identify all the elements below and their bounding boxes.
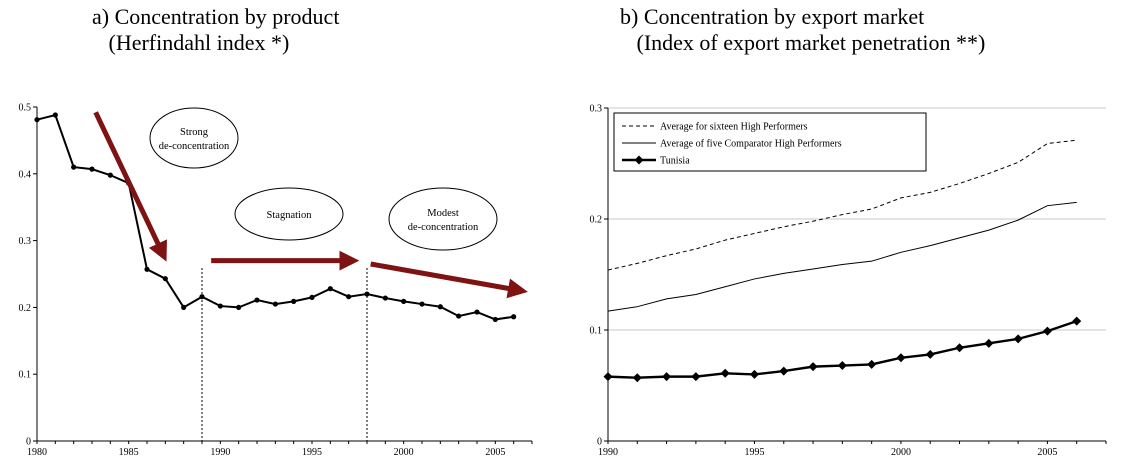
chart-a-title-line1: a) Concentration by product [92, 4, 340, 29]
chart-a-x-tick-label: 1980 [27, 447, 47, 458]
chart-b-tunisia-point [955, 343, 965, 353]
chart-b-series-line-1 [607, 139, 1077, 271]
chart-b-tunisia-point [603, 372, 613, 382]
chart-a-trend-arrow [93, 111, 167, 262]
chart-a-point [309, 294, 315, 300]
chart-a-title: a) Concentration by product (Herfindahl … [92, 4, 339, 56]
chart-a-point [382, 295, 388, 301]
chart-a-point [511, 314, 517, 320]
chart-a-point [236, 304, 242, 310]
chart-a-annotation-bubble [149, 107, 239, 169]
chart-b-legend-label: Average for sixteen High Performers [660, 122, 808, 133]
chart-a-point [107, 172, 113, 178]
chart-a-annotation-text: de-concentration [408, 222, 479, 233]
chart-b-tunisia-point [1072, 316, 1082, 326]
chart-b-tunisia-point [749, 369, 759, 379]
chart-b-tunisia-point [896, 353, 906, 363]
chart-b-tunisia-point [925, 349, 935, 359]
chart-a-point [456, 313, 462, 319]
chart-b-x-tick-label: 2005 [1037, 447, 1057, 458]
chart-a-trend-arrow [370, 261, 528, 299]
chart-a-point [327, 286, 333, 292]
chart-a-point [474, 309, 480, 315]
chart-a-point [144, 266, 150, 272]
chart-a-point [71, 164, 77, 170]
chart-a-y-tick-label: 0.5 [19, 103, 32, 114]
chart-a-point [52, 112, 58, 118]
chart-a-subtitle: (Herfindahl index *) [108, 30, 290, 55]
chart-a: 0 0.1 0.2 0.3 0.4 0.5 1980 1985 1990 1995 2000 2005… [19, 103, 533, 458]
chart-b-tunisia-point [837, 361, 847, 371]
chart-a-point [364, 291, 370, 297]
chart-b-tunisia-point [720, 368, 730, 378]
chart-b-title-line1: b) Concentration by export market [620, 4, 925, 29]
chart-b-x-tick-label: 1995 [744, 447, 764, 458]
chart-b-legend-label: Tunisia [660, 156, 690, 167]
chart-b-tunisia-point [632, 373, 642, 383]
chart-b-legend-marker [634, 155, 644, 165]
chart-a-annotation-bubble [388, 187, 498, 251]
chart-b-y-tick-label: 0.1 [590, 326, 603, 337]
chart-a-point [89, 166, 95, 172]
chart-b-tunisia-point [867, 359, 877, 369]
chart-b-tunisia-point [779, 366, 789, 376]
chart-a-x-tick-label: 2000 [394, 447, 414, 458]
chart-a-point [492, 316, 498, 323]
chart-a-y-tick-label: 0.2 [19, 303, 32, 314]
chart-b-y-tick-label: 0.2 [590, 215, 603, 226]
chart-a-annotation-text: Stagnation [267, 210, 313, 221]
chart-a-annotation-text: Strong [180, 127, 209, 138]
chart-a-point [272, 301, 278, 307]
chart-b-x-tick-label: 1990 [598, 447, 618, 458]
chart-b-tunisia-point [1042, 326, 1052, 336]
chart-b-y-tick-label: 0.3 [590, 104, 603, 115]
chart-a-point [162, 276, 168, 282]
chart-b-tunisia-point [691, 372, 701, 382]
chart-a-x-tick-label: 2005 [485, 447, 505, 458]
chart-b-title: b) Concentration by export market (Index… [620, 4, 985, 56]
chart-b-tunisia-point [984, 338, 994, 348]
chart-b-x-tick-label: 2000 [891, 447, 911, 458]
chart-a-x-tick-label: 1995 [302, 447, 322, 458]
chart-b-legend [613, 112, 927, 172]
chart-b-subtitle: (Index of export market penetration **) [636, 30, 986, 55]
chart-b: 0 0.1 0.2 0.3 1990 1995 2000 2005 Average for si… [590, 104, 1107, 458]
chart-a-point [217, 303, 223, 309]
chart-b-tunisia-point [1013, 334, 1023, 344]
chart-b-series-line-2 [607, 201, 1077, 312]
chart-a-annotation-text: de-concentration [159, 141, 230, 152]
chart-a-x-tick-label: 1985 [119, 447, 139, 458]
chart-a-point [291, 298, 297, 304]
chart-b-tunisia-point [808, 362, 818, 372]
chart-a-y-tick-label: 0.3 [19, 236, 32, 247]
chart-b-legend-label: Average of five Comparator High Performe… [660, 139, 842, 150]
chart-a-y-tick-label: 0.1 [19, 370, 32, 381]
chart-b-tunisia-point [662, 372, 672, 382]
chart-a-point [34, 117, 40, 123]
chart-a-annotation-bubble [234, 187, 344, 241]
chart-a-y-tick-label: 0.4 [19, 169, 32, 180]
chart-a-point [181, 304, 187, 310]
chart-a-point [401, 298, 407, 304]
chart-a-point [254, 297, 260, 303]
chart-a-x-tick-label: 1990 [210, 447, 230, 458]
chart-a-point [419, 301, 425, 307]
chart-b-y-tick-label: 0 [597, 437, 602, 448]
chart-a-point [346, 294, 352, 300]
chart-a-y-tick-label: 0 [26, 437, 31, 448]
chart-a-point [437, 304, 443, 310]
chart-a-point [199, 294, 205, 300]
chart-a-annotation-text: Modest [427, 208, 459, 219]
